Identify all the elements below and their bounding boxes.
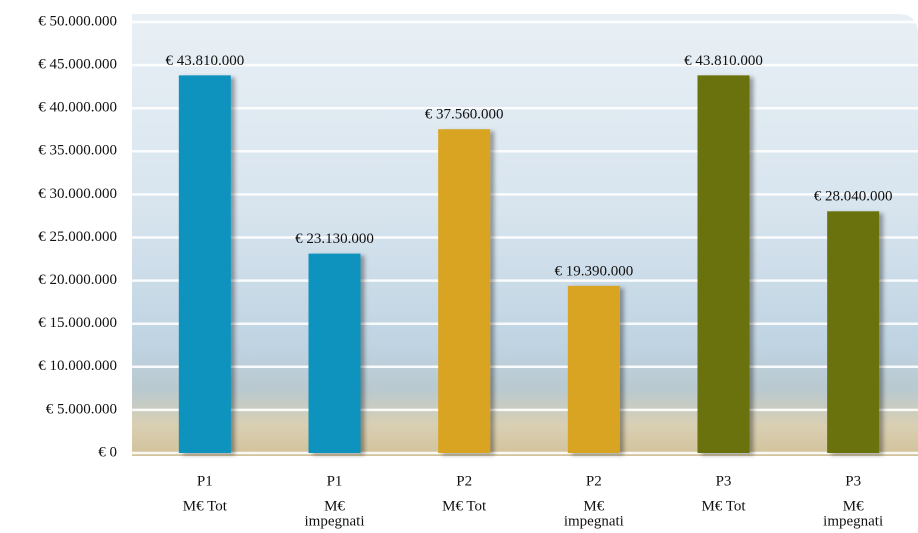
x-tick-label: P3 — [845, 473, 861, 489]
x-tick-label: impegnati — [564, 513, 624, 529]
x-tick-label: M€ — [843, 498, 864, 514]
x-tick-label: M€ Tot — [701, 498, 746, 514]
x-tick-label: impegnati — [823, 513, 883, 529]
x-tick-label: P1 — [197, 473, 213, 489]
value-label: € 37.560.000 — [425, 107, 504, 123]
y-tick-label: € 0 — [98, 444, 117, 460]
x-tick-label: M€ — [583, 498, 604, 514]
value-label: € 23.130.000 — [295, 231, 374, 247]
bar — [697, 75, 750, 454]
y-tick-label: € 50.000.000 — [38, 13, 117, 29]
x-tick-label: M€ — [324, 498, 345, 514]
y-tick-label: € 25.000.000 — [38, 229, 117, 245]
x-tick-label: P1 — [327, 473, 343, 489]
value-label: € 28.040.000 — [814, 189, 893, 205]
bar — [178, 75, 231, 454]
y-tick-label: € 15.000.000 — [38, 315, 117, 331]
value-label: € 19.390.000 — [554, 263, 633, 279]
bar — [827, 211, 880, 453]
y-tick-label: € 45.000.000 — [38, 57, 117, 73]
x-tick-label: M€ Tot — [442, 498, 487, 514]
y-tick-label: € 20.000.000 — [38, 272, 117, 288]
y-tick-label: € 35.000.000 — [38, 143, 117, 159]
y-tick-label: € 30.000.000 — [38, 186, 117, 202]
y-tick-label: € 10.000.000 — [38, 358, 117, 374]
bar — [438, 129, 491, 454]
bar — [308, 253, 361, 453]
x-tick-label: P2 — [586, 473, 602, 489]
bar — [567, 285, 620, 453]
value-label: € 43.810.000 — [684, 53, 763, 69]
value-label: € 43.810.000 — [165, 53, 244, 69]
x-tick-label: impegnati — [305, 513, 365, 529]
x-tick-label: P2 — [456, 473, 472, 489]
y-tick-label: € 5.000.000 — [46, 401, 117, 417]
y-tick-label: € 40.000.000 — [38, 100, 117, 116]
x-tick-label: P3 — [716, 473, 732, 489]
plot-background — [132, 14, 918, 456]
x-tick-label: M€ Tot — [183, 498, 228, 514]
